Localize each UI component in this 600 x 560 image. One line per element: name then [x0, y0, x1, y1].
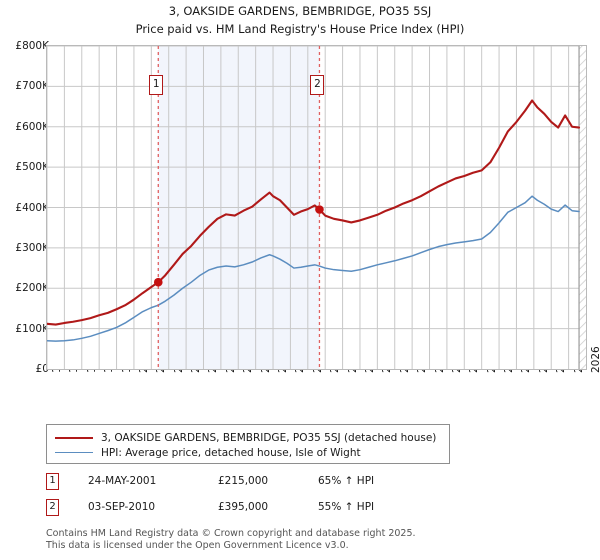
licence-line: This data is licensed under the Open Gov… — [46, 539, 349, 551]
x-axis-tick-label: 2026 — [590, 346, 600, 373]
transaction-date: 03-SEP-2010 — [88, 501, 156, 513]
table-row: 2 03-SEP-2010 £395,000 55% ↑ HPI — [46, 498, 506, 524]
transaction-hpi-delta: 55% ↑ HPI — [318, 501, 375, 513]
transaction-date: 24-MAY-2001 — [88, 475, 157, 487]
y-axis-tick-label: £300K — [15, 241, 49, 254]
transaction-hpi-delta: 65% ↑ HPI — [318, 475, 375, 487]
attribution-footer: Contains HM Land Registry data © Crown c… — [46, 528, 586, 551]
copyright-line: Contains HM Land Registry data © Crown c… — [46, 528, 416, 539]
plot-svg — [47, 46, 586, 369]
transaction-badge: 2 — [46, 499, 59, 516]
y-axis-tick-label: £700K — [15, 80, 49, 93]
y-axis-tick-label: £100K — [15, 322, 49, 335]
y-axis-tick-label: £600K — [15, 120, 49, 133]
legend-swatch-property — [55, 436, 93, 439]
page-subtitle: Price paid vs. HM Land Registry's House … — [135, 22, 465, 36]
legend-item-property: 3, OAKSIDE GARDENS, BEMBRIDGE, PO35 5SJ … — [55, 430, 441, 445]
y-axis-tick-label: £500K — [15, 161, 49, 174]
legend-swatch-hpi — [55, 452, 93, 453]
chart-title-block: 3, OAKSIDE GARDENS, BEMBRIDGE, PO35 5SJ … — [0, 2, 600, 38]
y-axis-tick-label: £800K — [15, 40, 49, 52]
table-row: 1 24-MAY-2001 £215,000 65% ↑ HPI — [46, 472, 506, 498]
legend-label-hpi: HPI: Average price, detached house, Isle… — [101, 446, 361, 459]
chart-legend: 3, OAKSIDE GARDENS, BEMBRIDGE, PO35 5SJ … — [46, 424, 450, 464]
price-history-chart: £0 £100K £200K £300K £400K £500K £600K £700K £80… — [15, 40, 600, 375]
legend-item-hpi: HPI: Average price, detached house, Isle… — [55, 445, 441, 460]
transaction-price: £215,000 — [218, 475, 269, 487]
page-title: 3, OAKSIDE GARDENS, BEMBRIDGE, PO35 5SJ — [168, 4, 432, 18]
transaction-list: 1 24-MAY-2001 £215,000 65% ↑ HPI 2 03-SE… — [46, 472, 506, 524]
transaction-badge: 1 — [46, 473, 59, 490]
y-axis-tick-label: £200K — [15, 282, 49, 295]
transaction-price: £395,000 — [218, 501, 269, 513]
chart-marker-2: 2 — [310, 75, 325, 95]
chart-marker-1: 1 — [149, 75, 164, 95]
y-axis-tick-label: £0 — [35, 363, 49, 375]
y-axis-tick-label: £400K — [15, 201, 49, 214]
legend-label-property: 3, OAKSIDE GARDENS, BEMBRIDGE, PO35 5SJ … — [101, 431, 437, 444]
plot-area — [46, 45, 587, 370]
